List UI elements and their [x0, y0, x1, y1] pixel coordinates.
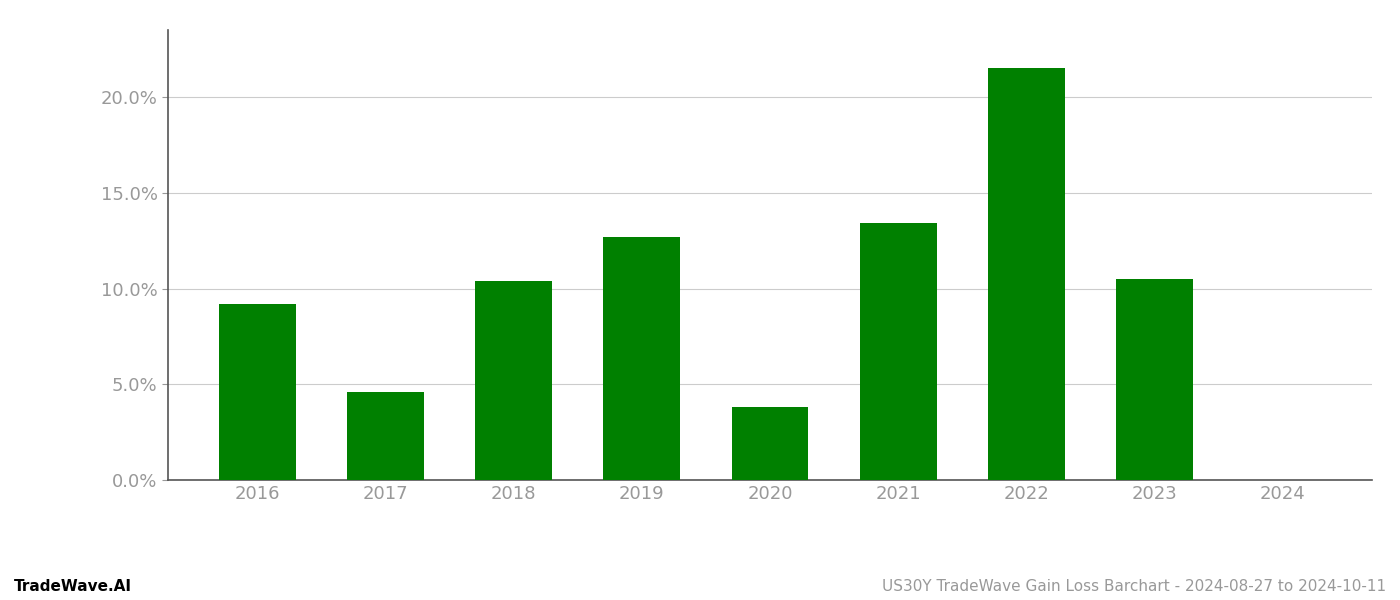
Bar [347, 392, 424, 480]
Bar [1116, 279, 1193, 480]
Bar [220, 304, 295, 480]
Text: US30Y TradeWave Gain Loss Barchart - 2024-08-27 to 2024-10-11: US30Y TradeWave Gain Loss Barchart - 202… [882, 579, 1386, 594]
Bar [988, 68, 1064, 480]
Text: TradeWave.AI: TradeWave.AI [14, 579, 132, 594]
Bar [603, 237, 680, 480]
Bar [860, 223, 937, 480]
Bar [476, 281, 552, 480]
Bar [732, 407, 808, 480]
